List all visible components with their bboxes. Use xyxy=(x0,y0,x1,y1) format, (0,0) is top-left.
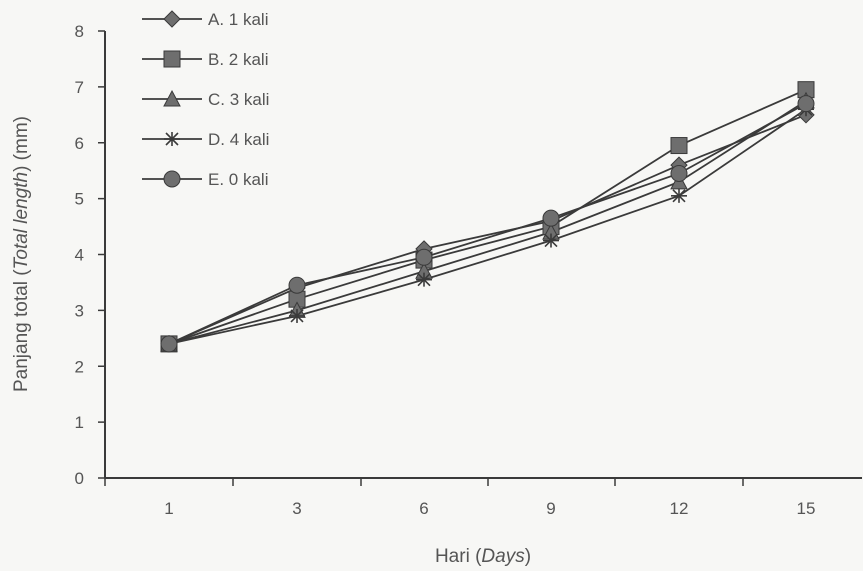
data-point-circle xyxy=(160,335,178,353)
x-tick-label: 1 xyxy=(164,499,173,518)
legend-item: E. 0 kali xyxy=(142,170,268,189)
data-point-star xyxy=(416,272,432,287)
y-tick-label: 7 xyxy=(75,78,84,97)
x-tick-label: 6 xyxy=(419,499,428,518)
legend-item: B. 2 kali xyxy=(142,50,268,69)
y-tick-label: 2 xyxy=(75,357,84,376)
x-tick-label: 12 xyxy=(670,499,689,518)
series-line xyxy=(168,108,807,345)
y-tick-label: 5 xyxy=(75,190,84,209)
legend-item: D. 4 kali xyxy=(142,130,269,149)
legend-label: E. 0 kali xyxy=(208,170,268,189)
data-point-square xyxy=(670,137,688,155)
legend-item: C. 3 kali xyxy=(142,89,269,109)
x-tick-label: 3 xyxy=(292,499,301,518)
x-axis-title: Hari (Days) xyxy=(435,546,531,567)
legend-marker-square xyxy=(163,50,181,68)
legend-label: D. 4 kali xyxy=(208,130,269,149)
x-tick-label: 9 xyxy=(546,499,555,518)
legend-marker-circle xyxy=(163,170,181,188)
y-tick-label: 1 xyxy=(75,413,84,432)
x-ticks: 1 3 6 9 12 15 xyxy=(104,478,816,518)
y-tick-label: 8 xyxy=(75,22,84,41)
legend-label: A. 1 kali xyxy=(208,10,268,29)
legend-marker-triangle xyxy=(163,89,181,107)
data-point-circle xyxy=(670,164,688,182)
data-point-star xyxy=(671,188,687,203)
series-lines xyxy=(168,88,807,345)
data-point-circle xyxy=(415,248,433,266)
y-tick-label: 3 xyxy=(75,301,84,320)
data-point-star xyxy=(289,308,305,323)
series-line xyxy=(168,100,807,345)
series-line xyxy=(168,102,807,345)
y-tick-label: 4 xyxy=(75,246,84,265)
series-line xyxy=(168,113,807,345)
data-point-circle xyxy=(542,209,560,227)
legend-label: B. 2 kali xyxy=(208,50,268,69)
y-tick-label: 6 xyxy=(75,134,84,153)
data-point-circle xyxy=(797,95,815,113)
y-ticks: 0 1 2 3 4 5 6 7 8 xyxy=(75,22,105,488)
legend-label: C. 3 kali xyxy=(208,90,269,109)
legend-marker-diamond xyxy=(163,10,181,28)
y-tick-label: 0 xyxy=(75,469,84,488)
data-point-circle xyxy=(288,276,306,294)
series-line xyxy=(168,88,807,345)
x-tick-label: 15 xyxy=(797,499,816,518)
legend-item: A. 1 kali xyxy=(142,10,268,29)
data-point-star xyxy=(543,233,559,248)
series-markers xyxy=(160,81,815,353)
y-axis-title: Panjang total (Total length) (mm) xyxy=(11,116,32,392)
legend: A. 1 kali B. 2 kali C. 3 kali D. 4 kali E. 0… xyxy=(142,10,269,189)
legend-marker-star xyxy=(164,132,180,146)
